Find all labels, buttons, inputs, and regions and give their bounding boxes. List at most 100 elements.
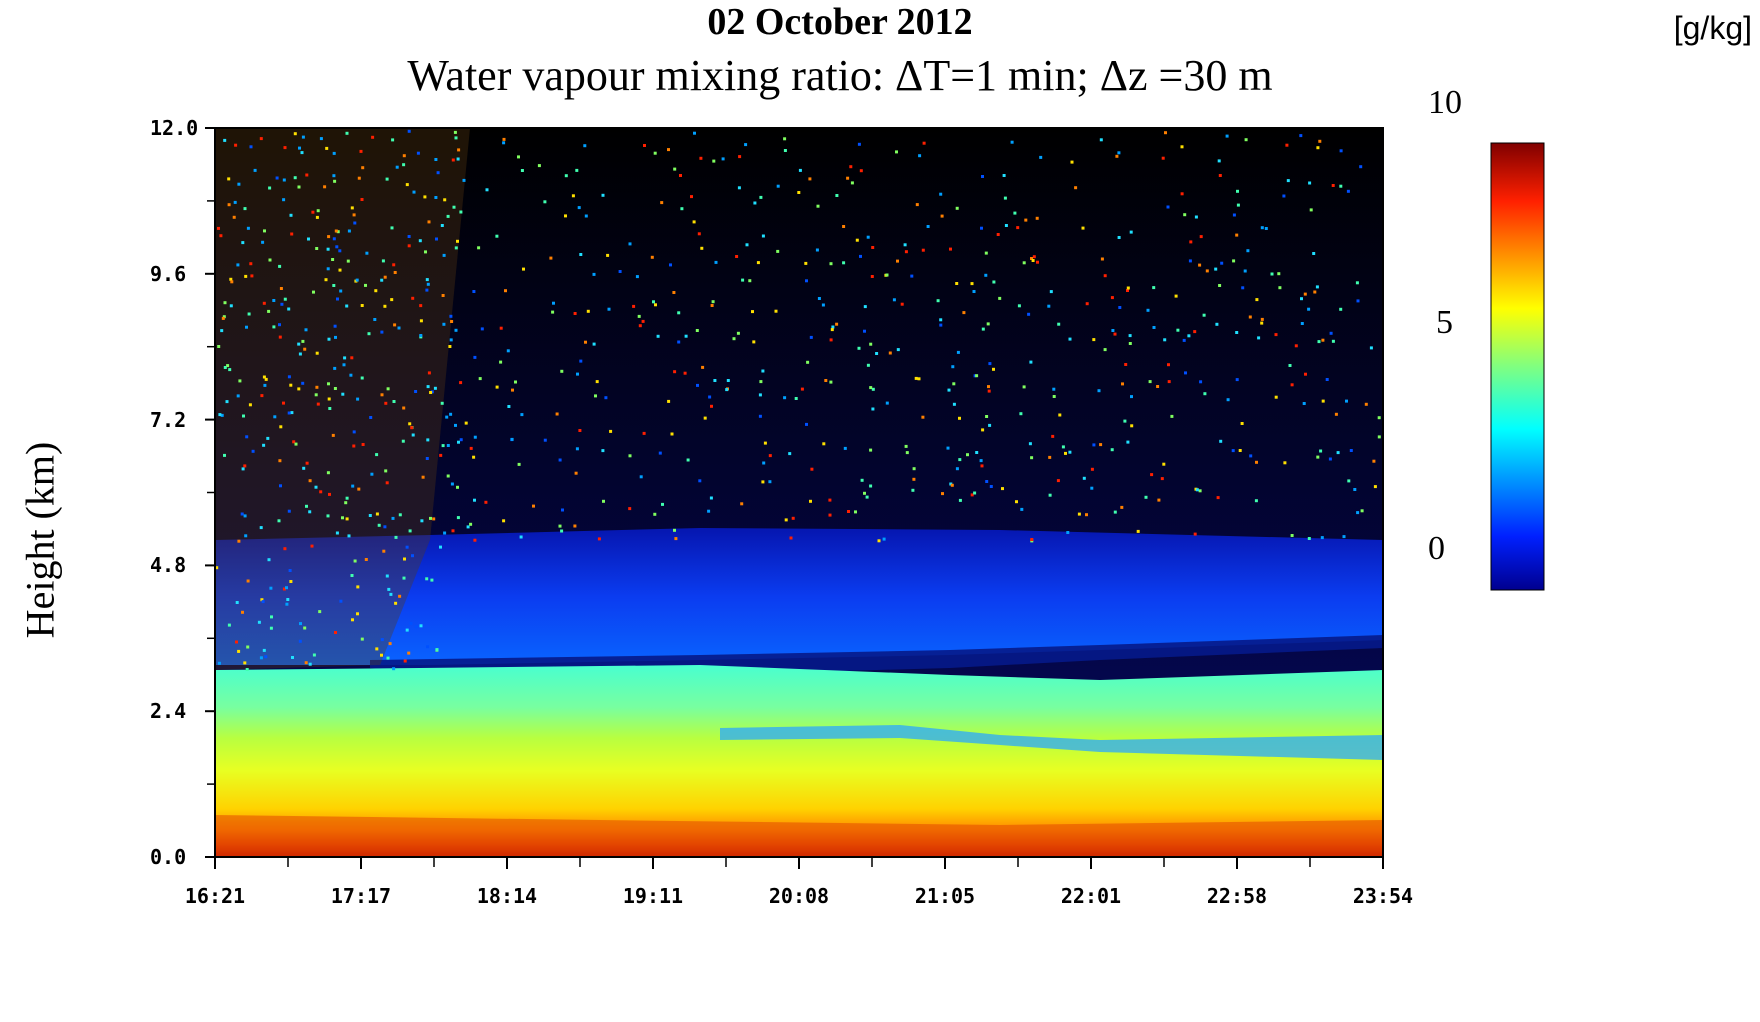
noise-speckle	[947, 388, 951, 392]
noise-speckle	[450, 482, 454, 486]
noise-speckle	[1092, 338, 1096, 342]
noise-speckle	[286, 598, 290, 601]
noise-speckle	[375, 512, 379, 516]
noise-speckle	[1369, 346, 1373, 350]
noise-speckle	[220, 413, 224, 417]
noise-speckle	[609, 429, 613, 433]
noise-speckle	[432, 517, 436, 521]
noise-speckle	[1294, 344, 1298, 348]
noise-speckle	[517, 462, 521, 466]
noise-speckle	[1152, 286, 1156, 290]
noise-speckle	[333, 387, 337, 390]
noise-speckle	[416, 151, 420, 155]
noise-speckle	[805, 279, 808, 283]
noise-speckle	[808, 177, 812, 181]
noise-speckle	[857, 346, 861, 350]
noise-speckle	[1218, 174, 1222, 177]
noise-speckle	[1036, 260, 1039, 264]
noise-speckle	[578, 429, 582, 432]
noise-speckle	[289, 213, 293, 217]
noise-speckle	[305, 173, 309, 177]
noise-speckle	[1356, 511, 1360, 515]
noise-speckle	[1074, 186, 1078, 190]
noise-speckle	[407, 244, 411, 248]
noise-speckle	[334, 335, 337, 339]
noise-speckle	[425, 457, 429, 460]
noise-speckle	[283, 547, 287, 551]
noise-speckle	[407, 651, 411, 655]
noise-speckle	[388, 642, 392, 646]
noise-speckle	[473, 435, 477, 439]
noise-speckle	[392, 400, 396, 403]
noise-speckle	[842, 261, 846, 265]
noise-speckle	[356, 585, 360, 589]
noise-speckle	[709, 496, 713, 500]
noise-speckle	[1277, 272, 1281, 276]
noise-speckle	[1236, 203, 1240, 207]
noise-speckle	[334, 229, 338, 233]
noise-speckle	[661, 502, 664, 506]
noise-speckle	[1180, 145, 1184, 149]
noise-speckle	[445, 415, 449, 419]
noise-speckle	[259, 526, 263, 530]
noise-speckle	[427, 371, 431, 375]
noise-speckle	[560, 369, 564, 373]
noise-speckle	[573, 524, 577, 528]
noise-speckle	[863, 491, 866, 495]
noise-speckle	[979, 459, 983, 463]
noise-speckle	[324, 278, 328, 282]
noise-speckle	[246, 226, 250, 230]
noise-speckle	[854, 510, 857, 514]
noise-speckle	[342, 363, 346, 367]
noise-speckle	[1195, 488, 1199, 492]
noise-speckle	[443, 198, 447, 202]
noise-speckle	[690, 195, 693, 199]
noise-speckle	[278, 264, 282, 268]
noise-speckle	[732, 337, 736, 341]
noise-speckle	[1278, 286, 1282, 290]
noise-speckle	[638, 324, 642, 328]
noise-speckle	[1328, 457, 1332, 461]
noise-speckle	[319, 490, 323, 494]
noise-speckle	[910, 274, 914, 278]
noise-speckle	[1235, 378, 1239, 382]
noise-speckle	[939, 318, 943, 322]
noise-speckle	[1052, 387, 1056, 391]
noise-speckle	[912, 477, 916, 481]
noise-speckle	[669, 263, 672, 267]
noise-speckle	[346, 259, 350, 263]
noise-speckle	[441, 444, 445, 448]
noise-speckle	[398, 594, 402, 598]
noise-speckle	[259, 656, 263, 660]
x-tick-label: 23:54	[1352, 884, 1414, 908]
noise-speckle	[456, 157, 460, 161]
noise-speckle	[1174, 294, 1178, 298]
noise-speckle	[1303, 292, 1307, 296]
noise-speckle	[576, 372, 579, 376]
noise-speckle	[1110, 448, 1114, 452]
noise-speckle	[1183, 213, 1187, 217]
noise-speckle	[440, 401, 444, 405]
noise-speckle	[370, 472, 374, 476]
noise-speckle	[245, 668, 249, 671]
noise-speckle	[385, 481, 389, 485]
noise-speckle	[297, 185, 301, 189]
noise-speckle	[439, 545, 442, 549]
noise-speckle	[301, 135, 305, 139]
noise-speckle	[328, 407, 332, 410]
noise-speckle	[308, 662, 312, 666]
noise-speckle	[380, 638, 384, 642]
noise-speckle	[752, 340, 756, 344]
noise-speckle	[912, 467, 916, 471]
noise-speckle	[1339, 149, 1343, 153]
noise-speckle	[345, 496, 349, 500]
noise-speckle	[701, 365, 705, 369]
x-tick-label: 16:21	[184, 884, 246, 908]
noise-speckle	[227, 623, 231, 627]
noise-speckle	[248, 403, 252, 407]
noise-speckle	[315, 215, 319, 219]
noise-speckle	[407, 235, 411, 238]
noise-speckle	[601, 449, 605, 453]
noise-speckle	[1022, 385, 1026, 389]
noise-speckle	[339, 599, 343, 603]
